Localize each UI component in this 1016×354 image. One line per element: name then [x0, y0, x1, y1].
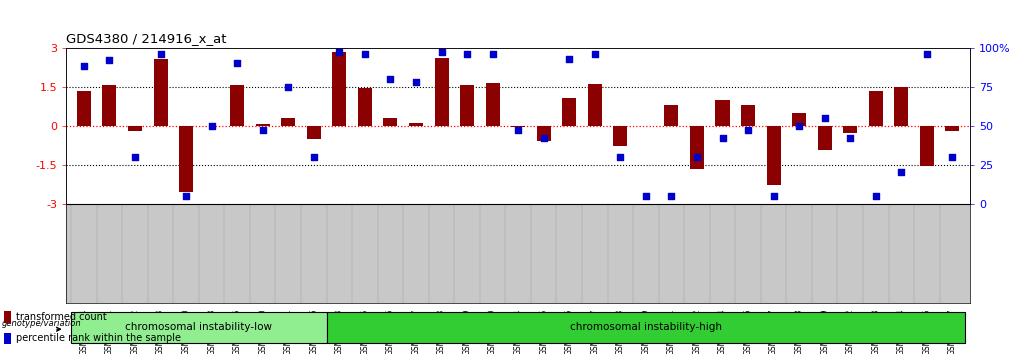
Point [868, 193, 884, 199]
Bar [307, 126, 321, 139]
Bar [894, 87, 908, 126]
Bar [792, 113, 806, 126]
Point [893, 170, 909, 175]
Point [382, 76, 398, 82]
Bar [103, 85, 117, 126]
Point [689, 154, 705, 160]
Bar [664, 105, 679, 126]
Bar [77, 91, 91, 126]
Point [331, 50, 347, 55]
Text: percentile rank within the sample: percentile rank within the sample [16, 333, 181, 343]
Bar [383, 118, 397, 126]
Point [510, 127, 526, 133]
Bar [128, 126, 142, 131]
Point [791, 123, 808, 129]
Bar [409, 123, 423, 126]
Point [152, 51, 169, 57]
Point [306, 154, 322, 160]
Bar [486, 83, 500, 126]
Point [638, 193, 654, 199]
Bar [460, 85, 474, 126]
Point [255, 127, 271, 133]
Point [663, 193, 680, 199]
Point [229, 61, 245, 66]
Point [561, 56, 577, 62]
Bar [231, 85, 244, 126]
Bar [3, 311, 11, 323]
Point [535, 135, 552, 141]
Bar [153, 59, 168, 126]
Point [586, 51, 602, 57]
Bar [715, 100, 729, 126]
Bar [358, 88, 372, 126]
Bar [588, 84, 601, 126]
Bar [562, 98, 576, 126]
Bar [536, 126, 551, 141]
Point [178, 193, 194, 199]
Bar [71, 312, 326, 343]
Bar [945, 126, 959, 131]
Bar [332, 52, 346, 126]
Point [357, 51, 373, 57]
Point [485, 51, 501, 57]
Point [407, 79, 424, 85]
Text: transformed count: transformed count [16, 312, 107, 322]
Bar [256, 124, 270, 126]
Point [740, 127, 756, 133]
Point [714, 135, 731, 141]
Bar [843, 126, 858, 133]
Point [918, 51, 935, 57]
Bar [281, 118, 296, 126]
Text: GDS4380 / 214916_x_at: GDS4380 / 214916_x_at [66, 32, 227, 45]
Point [817, 115, 833, 121]
Point [280, 84, 297, 90]
Text: genotype/variation: genotype/variation [1, 319, 81, 329]
Point [944, 154, 960, 160]
Point [842, 135, 859, 141]
Point [203, 123, 219, 129]
Point [434, 50, 450, 55]
Bar [326, 312, 965, 343]
Point [76, 64, 92, 69]
Point [127, 154, 143, 160]
Bar [919, 126, 934, 166]
Text: chromosomal instability-high: chromosomal instability-high [570, 322, 722, 332]
Bar [614, 126, 627, 147]
Bar [869, 91, 883, 126]
Bar [511, 126, 525, 127]
Bar [435, 58, 448, 126]
Bar [179, 126, 193, 192]
Bar [818, 126, 832, 150]
Text: chromosomal instability-low: chromosomal instability-low [125, 322, 272, 332]
Bar [3, 332, 11, 344]
Point [765, 193, 781, 199]
Bar [766, 126, 780, 185]
Point [459, 51, 475, 57]
Bar [741, 105, 755, 126]
Bar [690, 126, 704, 169]
Point [102, 57, 118, 63]
Point [613, 154, 629, 160]
